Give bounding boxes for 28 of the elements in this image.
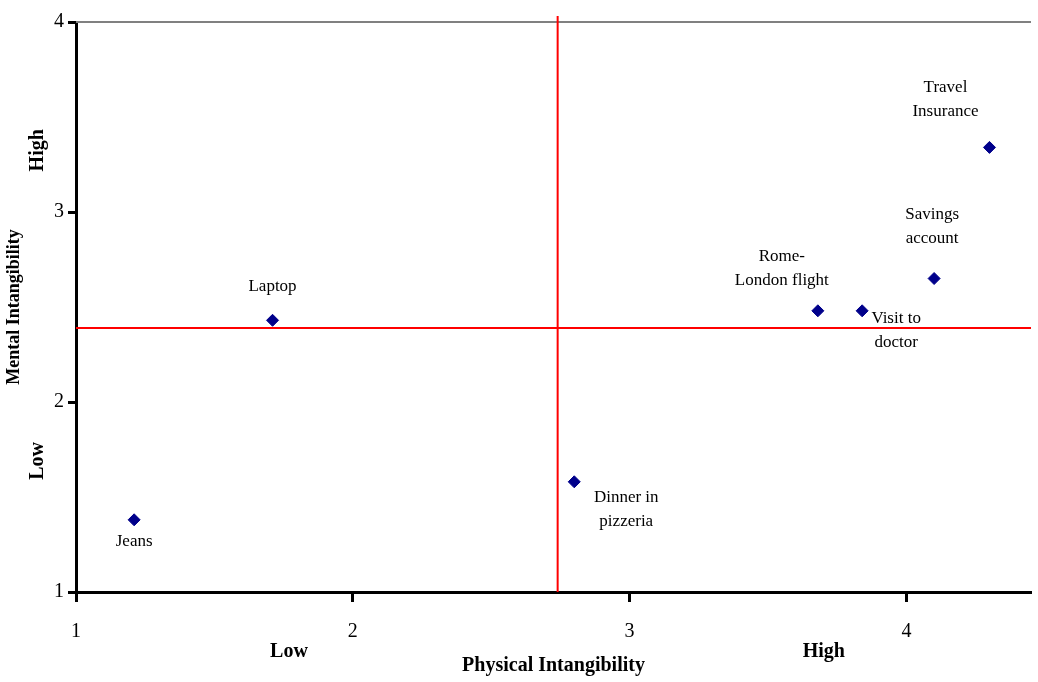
annotation: Savings account <box>905 203 960 247</box>
annotation: Visit to doctor <box>871 308 921 352</box>
point <box>927 272 941 285</box>
point <box>811 304 825 318</box>
y-tick-label: 4 <box>54 9 64 32</box>
annotation: Jeans <box>115 531 153 551</box>
point <box>266 313 280 327</box>
annotation: Laptop <box>248 275 297 295</box>
text: Low <box>270 639 309 662</box>
annotation: Travel Insurance <box>912 76 979 120</box>
point <box>567 475 581 489</box>
text: High <box>25 129 49 172</box>
x-tick-label: 3 <box>624 619 635 642</box>
y-axis-title: Mental Intangibility <box>3 229 24 385</box>
text: Low <box>25 441 48 480</box>
x-tick-label: 4 <box>901 619 912 642</box>
x-tick-label: 2 <box>347 619 358 642</box>
text: High <box>802 639 845 663</box>
y-tick-label: 2 <box>54 389 64 412</box>
annotation: Dinner in pizzeria <box>593 487 660 531</box>
annotation: Rome- London flight <box>734 246 830 290</box>
x-axis-title: Physical Intangibility <box>462 653 645 677</box>
point <box>855 304 869 318</box>
point <box>127 513 141 527</box>
y-tick-label: 3 <box>54 199 64 222</box>
y-tick-label: 1 <box>54 579 64 602</box>
x-tick-label: 1 <box>71 619 81 642</box>
point <box>982 140 996 154</box>
